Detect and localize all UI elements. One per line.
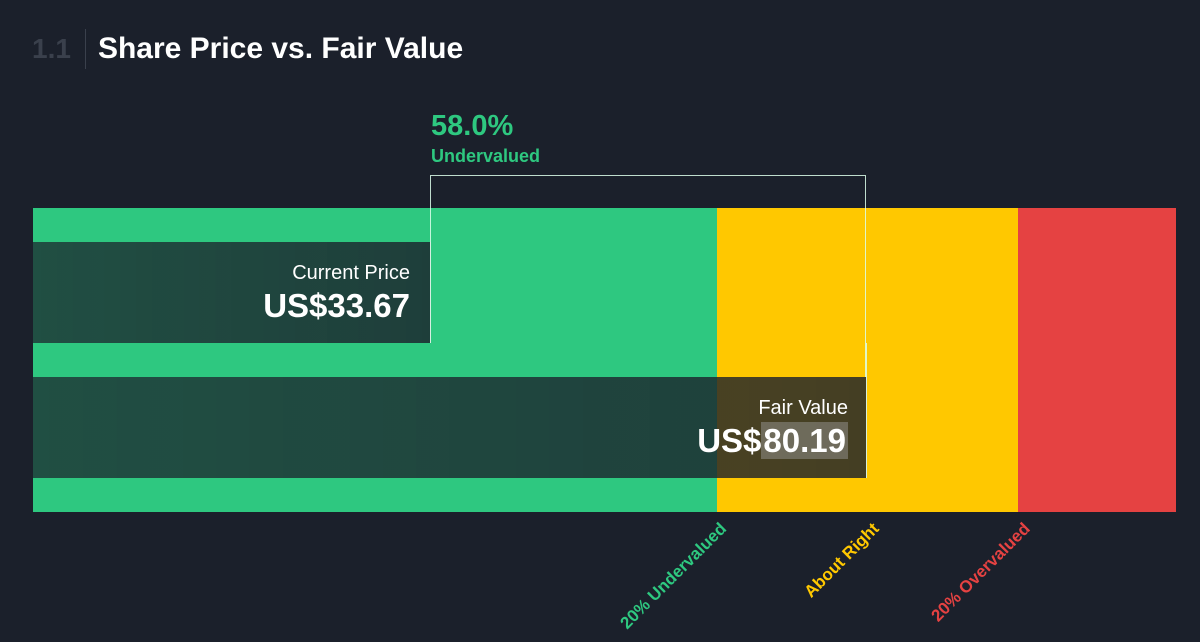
section-header: 1.1 Share Price vs. Fair Value — [32, 28, 463, 70]
valuation-percent: 58.0% — [431, 110, 514, 142]
chart-title: Share Price vs. Fair Value — [97, 32, 464, 65]
current-price-value: US$33.67 — [263, 287, 410, 324]
fair-value-currency: US$ — [697, 422, 762, 459]
overvalued-zone — [1018, 208, 1176, 512]
current-price-bar: Current Price US$33.67 — [33, 242, 431, 343]
overvalued-zone-label: 20% Overvalued — [927, 519, 1034, 626]
undervalued-zone-label: 20% Undervalued — [616, 519, 731, 633]
fair-value-amount: US$80.19 — [697, 422, 848, 460]
current-price-label: Current Price — [292, 262, 410, 284]
fair-value-label: Fair Value — [758, 397, 848, 419]
about-right-zone-label: About Right — [800, 519, 883, 602]
header-divider — [84, 29, 86, 69]
fair-value-number: 80.19 — [761, 422, 848, 459]
section-number: 1.1 — [32, 33, 71, 64]
valuation-status: Undervalued — [431, 146, 541, 166]
difference-bracket — [430, 175, 866, 343]
fair-value-bar: Fair Value US$80.19 — [33, 377, 867, 478]
difference-bracket-tail — [865, 343, 867, 377]
